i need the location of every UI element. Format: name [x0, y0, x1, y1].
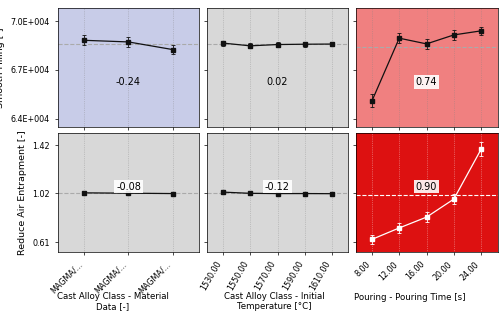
Text: -0.24: -0.24: [116, 77, 141, 87]
Text: 0.74: 0.74: [416, 77, 438, 87]
Text: 0.02: 0.02: [267, 77, 288, 87]
Text: -0.08: -0.08: [116, 182, 141, 192]
Text: Cast Alloy Class - Material
Data [-]: Cast Alloy Class - Material Data [-]: [56, 292, 168, 311]
Y-axis label: Reduce Air Entrapment [-]: Reduce Air Entrapment [-]: [18, 130, 26, 255]
Y-axis label: Smooth Filling [-]: Smooth Filling [-]: [0, 27, 5, 108]
Text: Pouring - Pouring Time [s]: Pouring - Pouring Time [s]: [354, 293, 466, 302]
Text: Cast Alloy Class - Initial
Temperature [°C]: Cast Alloy Class - Initial Temperature […: [224, 292, 324, 311]
Text: -0.12: -0.12: [265, 182, 290, 192]
Text: 0.90: 0.90: [416, 182, 437, 192]
